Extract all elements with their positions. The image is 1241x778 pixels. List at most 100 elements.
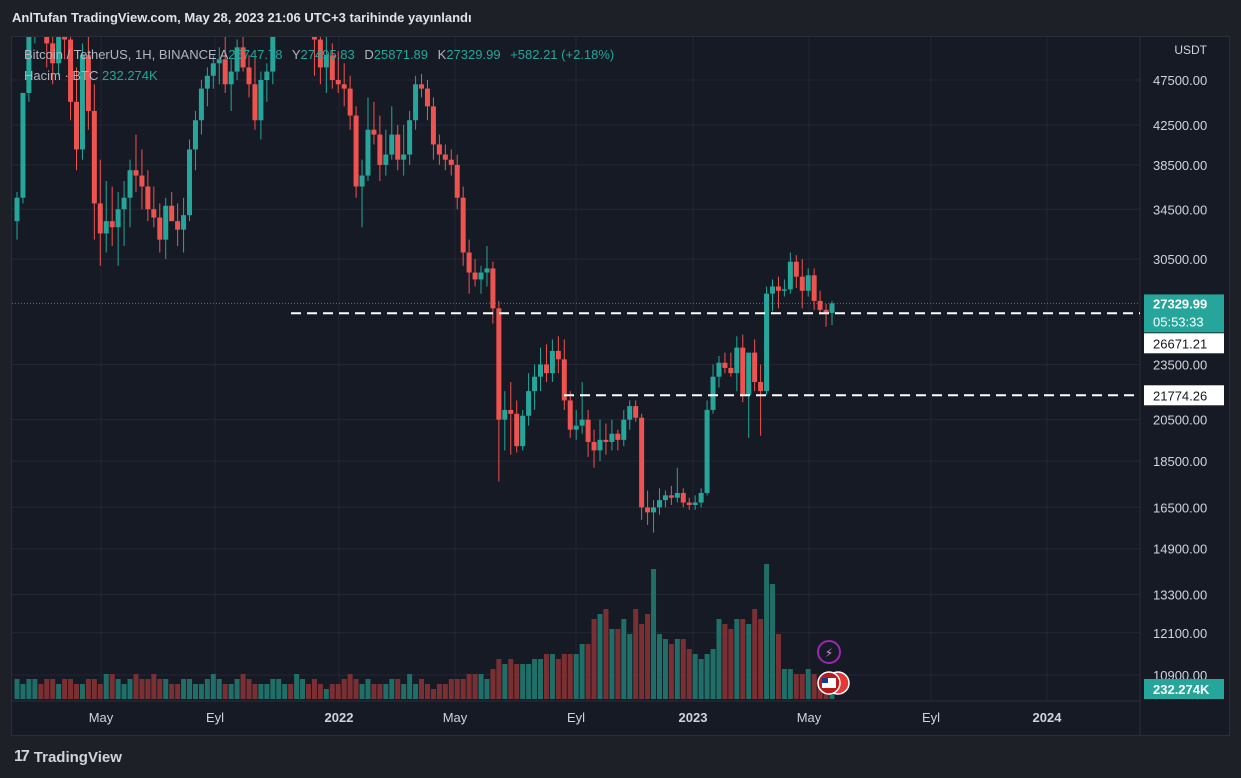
- candle-body: [496, 308, 502, 420]
- volume-bar: [121, 684, 127, 699]
- level-price-value: 21774.26: [1153, 388, 1207, 403]
- candle-body: [627, 406, 633, 420]
- x-tick-label: Eyl: [567, 710, 585, 725]
- volume-bar: [538, 659, 544, 699]
- candle-body: [722, 362, 728, 368]
- volume-bar: [662, 639, 668, 699]
- volume-bar: [543, 654, 549, 699]
- candle-body: [710, 376, 716, 410]
- candle-body: [692, 502, 698, 505]
- volume-bar: [793, 674, 799, 699]
- candle-body: [395, 134, 401, 160]
- candle-body: [163, 205, 169, 240]
- candle-body: [543, 364, 549, 374]
- candle-body: [514, 413, 520, 447]
- level-price-tag[interactable]: [1144, 385, 1224, 406]
- volume-bar: [103, 674, 109, 699]
- candle-body: [817, 300, 823, 310]
- x-tick-label: 2024: [1033, 710, 1063, 725]
- candle-body: [674, 492, 680, 498]
- candle-body: [413, 84, 419, 121]
- volume-bar: [169, 684, 175, 699]
- volume-bar: [395, 679, 401, 699]
- x-tick-label: May: [797, 710, 822, 725]
- close-label: K: [437, 47, 447, 62]
- currency-label[interactable]: USDT: [1174, 43, 1207, 57]
- volume-bar: [38, 684, 44, 699]
- candle-body: [103, 221, 109, 234]
- chart-frame[interactable]: May Eyl 2022 May Eyl 2023 May Eyl 2024 47500.00 42…: [11, 36, 1230, 736]
- volume-bar: [311, 679, 317, 699]
- candle-body: [234, 47, 240, 72]
- candle-body: [419, 84, 425, 89]
- candle-body: [704, 409, 710, 493]
- chart-plot[interactable]: May Eyl 2022 May Eyl 2023 May Eyl 2024 47500.00 42…: [12, 37, 1229, 735]
- candle-body: [56, 37, 62, 64]
- high-label: Y: [291, 47, 301, 62]
- volume-bar: [656, 634, 662, 699]
- volume-bar: [407, 674, 413, 699]
- volume-bar: [210, 674, 216, 699]
- ohlc-legend: Bitcoin / TetherUS, 1H, BINANCE A26747.7…: [24, 47, 620, 62]
- volume-bar: [79, 684, 85, 699]
- candle-body: [645, 507, 651, 513]
- volume-bar: [139, 679, 145, 699]
- volume-bar: [573, 654, 579, 699]
- candle-body: [728, 367, 734, 374]
- lightning-event-icon[interactable]: [817, 640, 841, 664]
- candle-body: [609, 433, 615, 442]
- candle-body: [424, 88, 430, 107]
- candle-body: [603, 439, 609, 442]
- volume-bar: [514, 664, 520, 699]
- candle-body: [591, 441, 597, 451]
- volume-bar: [365, 679, 371, 699]
- volume-bar: [151, 674, 157, 699]
- candle-body: [139, 175, 145, 187]
- candle-body: [20, 92, 26, 198]
- volume-bar: [490, 669, 496, 699]
- volume-bar: [692, 654, 698, 699]
- volume-bar: [752, 609, 758, 699]
- candle-body: [829, 303, 835, 313]
- candle-body: [799, 276, 805, 291]
- candle-body: [651, 507, 657, 513]
- candle-body: [187, 149, 193, 216]
- candle-body: [311, 37, 317, 40]
- volume-bar: [359, 684, 365, 699]
- volume-legend: Hacim · BTC 232.274K: [24, 68, 158, 83]
- x-tick-label: Eyl: [922, 710, 940, 725]
- volume-bar: [442, 684, 448, 699]
- volume-bar: [246, 679, 252, 699]
- volume-bar: [20, 684, 26, 699]
- y-tick-label: 13300.00: [1153, 588, 1207, 603]
- candle-body: [317, 39, 323, 68]
- candle-body: [656, 500, 662, 508]
- volume-bar: [115, 679, 121, 699]
- candle-body: [454, 164, 460, 198]
- candle-body: [555, 350, 561, 360]
- low-value: 25871.89: [373, 47, 429, 62]
- tradingview-logo-icon: 17: [14, 748, 30, 765]
- volume-bar: [639, 624, 645, 699]
- volume-bar: [460, 679, 466, 699]
- y-tick-label: 42500.00: [1153, 118, 1207, 133]
- flag-stripes-icon: [822, 678, 836, 688]
- volume-bar: [424, 684, 430, 699]
- level-price-tag[interactable]: [1144, 333, 1224, 354]
- volume-bar: [97, 684, 103, 699]
- candle-body: [460, 197, 466, 253]
- tradingview-footer[interactable]: 17 TradingView: [14, 746, 122, 768]
- candle-body: [579, 419, 585, 426]
- candle-body: [734, 347, 740, 374]
- low-label: D: [364, 47, 374, 62]
- volume-bar: [240, 674, 246, 699]
- symbol-label[interactable]: Bitcoin / TetherUS, 1H, BINANCE: [24, 47, 217, 62]
- candle-body: [14, 197, 20, 222]
- volume-bar: [621, 619, 627, 699]
- volume-bar: [56, 684, 62, 699]
- current-price-tag[interactable]: [1144, 294, 1224, 333]
- candle-body: [502, 409, 508, 420]
- current-price-value: 27329.99: [1153, 296, 1207, 311]
- candle-body: [216, 59, 222, 64]
- candle-body: [145, 186, 151, 210]
